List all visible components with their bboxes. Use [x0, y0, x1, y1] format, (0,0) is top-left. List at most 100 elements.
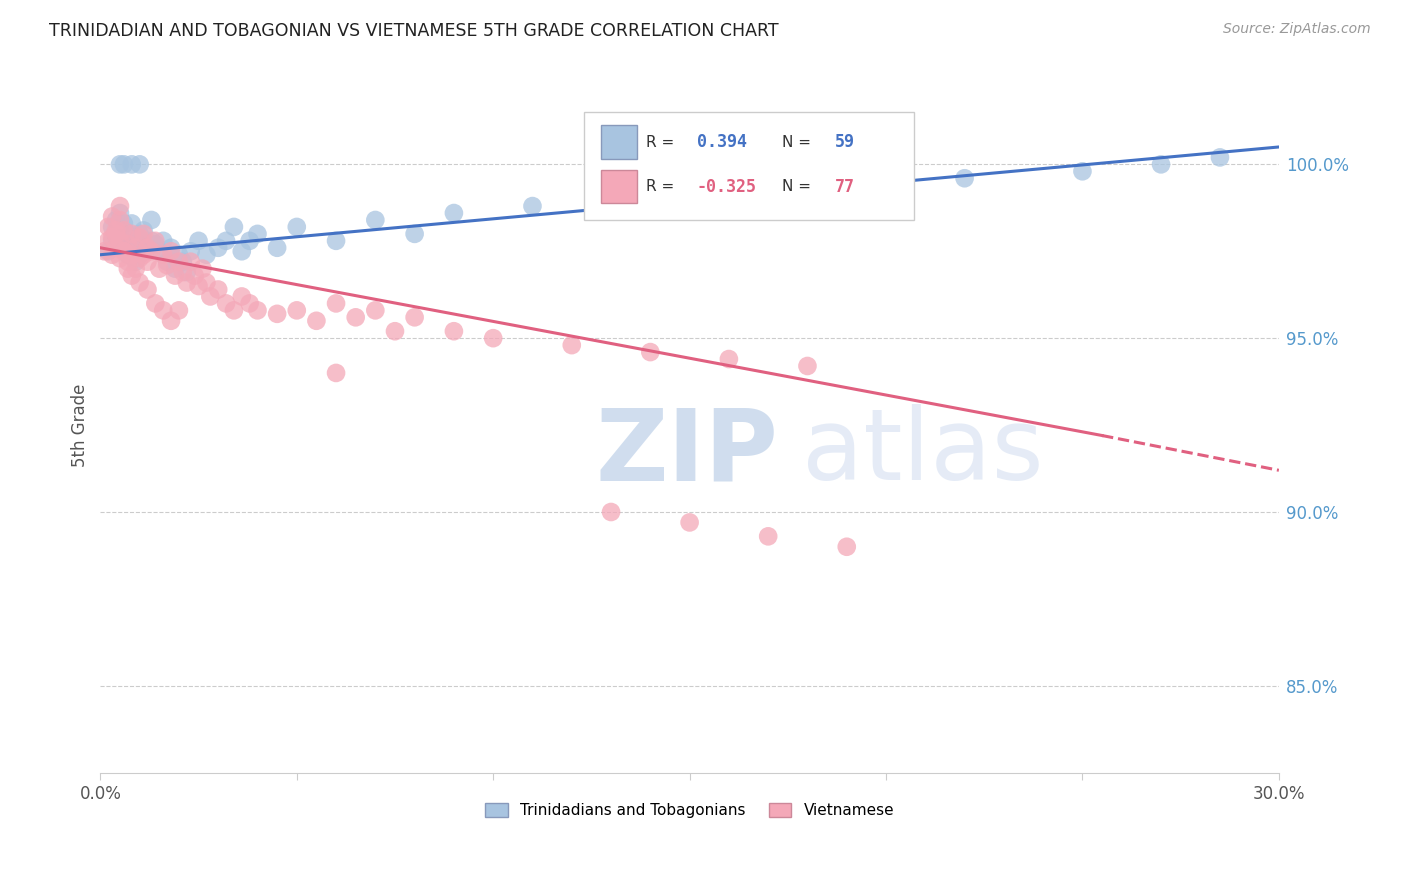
Text: 59: 59 — [835, 133, 855, 151]
Point — [835, 540, 858, 554]
Point — [215, 234, 238, 248]
FancyBboxPatch shape — [583, 112, 914, 220]
Point — [180, 244, 202, 259]
Point — [231, 244, 253, 259]
Point — [207, 241, 229, 255]
Point — [200, 289, 222, 303]
Point — [148, 244, 170, 259]
Text: 77: 77 — [835, 178, 855, 195]
Point — [172, 254, 194, 268]
Point — [112, 244, 135, 259]
Point — [128, 276, 150, 290]
Point — [172, 265, 194, 279]
Point — [1150, 157, 1173, 171]
Point — [105, 230, 128, 244]
Point — [246, 227, 269, 241]
Point — [176, 276, 198, 290]
Point — [160, 241, 183, 255]
Point — [128, 230, 150, 244]
FancyBboxPatch shape — [602, 126, 637, 159]
Y-axis label: 5th Grade: 5th Grade — [72, 384, 89, 467]
Point — [136, 254, 159, 268]
Point — [443, 206, 465, 220]
Point — [128, 227, 150, 241]
Point — [105, 223, 128, 237]
Point — [717, 185, 740, 199]
Point — [191, 261, 214, 276]
Point — [121, 268, 143, 283]
Point — [141, 234, 163, 248]
Point — [108, 213, 131, 227]
Point — [384, 324, 406, 338]
Point — [108, 199, 131, 213]
Text: R =: R = — [645, 179, 679, 194]
Text: N =: N = — [782, 179, 815, 194]
Point — [152, 248, 174, 262]
Point — [266, 307, 288, 321]
Point — [246, 303, 269, 318]
Point — [108, 206, 131, 220]
Point — [215, 296, 238, 310]
Point — [141, 213, 163, 227]
Point — [222, 303, 245, 318]
Point — [443, 324, 465, 338]
Point — [117, 237, 139, 252]
Point — [152, 234, 174, 248]
Point — [163, 268, 186, 283]
Text: R =: R = — [645, 135, 679, 150]
Point — [128, 251, 150, 265]
Point — [112, 223, 135, 237]
Point — [160, 244, 183, 259]
Point — [97, 244, 120, 259]
Point — [143, 237, 166, 252]
Point — [148, 261, 170, 276]
Point — [101, 230, 124, 244]
Point — [141, 244, 163, 259]
Point — [136, 283, 159, 297]
Point — [112, 157, 135, 171]
Point — [125, 241, 148, 255]
Point — [108, 157, 131, 171]
Text: -0.325: -0.325 — [697, 178, 756, 195]
Point — [231, 289, 253, 303]
Text: TRINIDADIAN AND TOBAGONIAN VS VIETNAMESE 5TH GRADE CORRELATION CHART: TRINIDADIAN AND TOBAGONIAN VS VIETNAMESE… — [49, 22, 779, 40]
Point — [105, 227, 128, 241]
Point — [482, 331, 505, 345]
Point — [108, 241, 131, 255]
Point — [112, 234, 135, 248]
Point — [156, 254, 179, 268]
Point — [207, 283, 229, 297]
Point — [132, 227, 155, 241]
Point — [180, 254, 202, 268]
Point — [404, 310, 426, 325]
Point — [756, 529, 779, 543]
Point — [143, 234, 166, 248]
Point — [121, 227, 143, 241]
Point — [187, 279, 209, 293]
Point — [125, 234, 148, 248]
Point — [522, 199, 544, 213]
Point — [112, 244, 135, 259]
Point — [285, 303, 308, 318]
Point — [953, 171, 976, 186]
Point — [93, 244, 115, 259]
Point — [121, 157, 143, 171]
Point — [266, 241, 288, 255]
Point — [125, 254, 148, 268]
Point — [163, 261, 186, 276]
Point — [160, 314, 183, 328]
Point — [132, 244, 155, 259]
Point — [156, 258, 179, 272]
Point — [117, 248, 139, 262]
Point — [239, 234, 262, 248]
Point — [187, 234, 209, 248]
Point — [105, 241, 128, 255]
Point — [121, 248, 143, 262]
Point — [101, 210, 124, 224]
Point — [717, 352, 740, 367]
Point — [325, 366, 347, 380]
Point — [101, 248, 124, 262]
Point — [167, 248, 190, 262]
Point — [117, 261, 139, 276]
Point — [195, 248, 218, 262]
